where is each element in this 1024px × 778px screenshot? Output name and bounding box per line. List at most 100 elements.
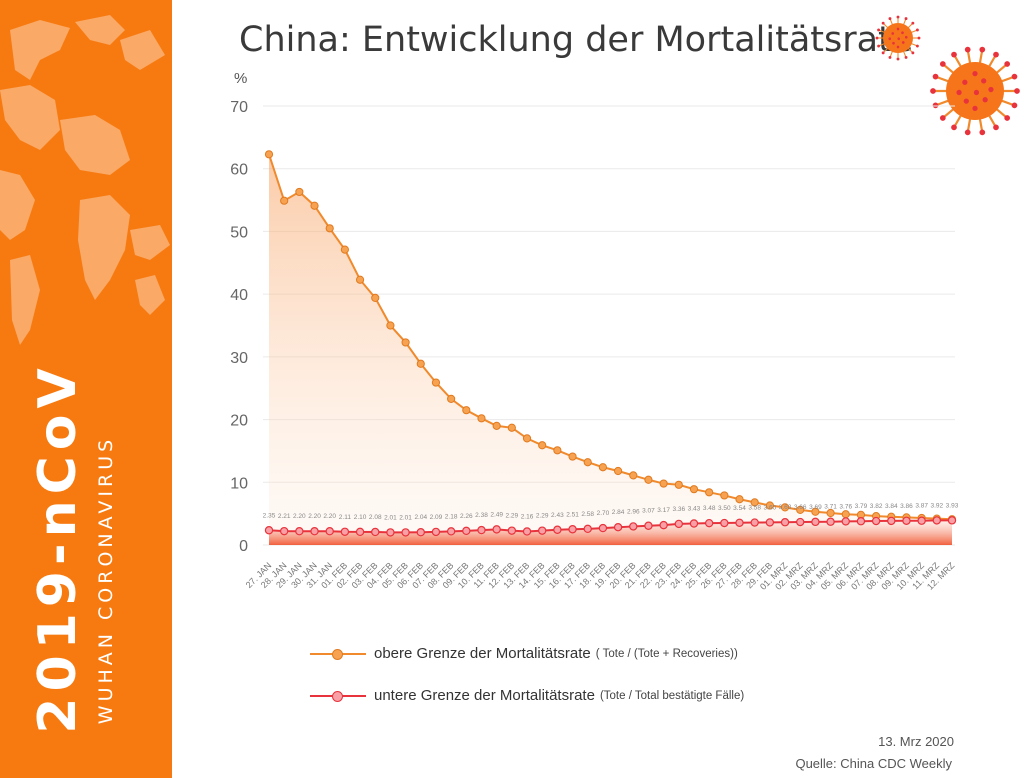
data-label: 2.29 [506,513,519,520]
y-tick-label: 0 [239,538,248,555]
data-label: 2.21 [278,513,291,520]
legend-upper-marker [310,647,366,661]
upper-point [477,414,486,423]
data-label: 2.49 [490,511,503,518]
data-label: 3.43 [688,505,701,512]
upper-point [340,245,349,254]
y-tick-label: 50 [230,224,248,241]
data-label: 2.20 [308,513,321,520]
legend-upper-detail: ( Tote / (Tote + Recoveries)) [595,647,738,660]
lower-point [371,527,380,537]
upper-point [598,463,608,472]
upper-series-line [268,153,953,521]
virus-icon [875,15,921,61]
lower-point [841,517,850,526]
lower-point [613,522,623,532]
page-title: China: Entwicklung der Mortalitätsrate [239,20,914,60]
upper-point [431,378,441,387]
legend-lower: untere Grenze der Mortalitätsrate (Tote … [310,687,744,704]
upper-point [355,275,365,284]
upper-point [295,187,304,197]
lower-point [826,517,835,526]
data-label: 2.10 [354,514,367,521]
world-map-icon [0,15,170,345]
lower-point [568,525,577,534]
lower-point [522,527,532,536]
lower-area [269,520,952,545]
upper-point [750,498,759,507]
data-label: 3.63 [779,504,792,511]
data-label: 2.18 [445,513,458,520]
data-label: 2.70 [597,510,610,517]
data-label: 3.71 [824,504,837,511]
upper-point [401,338,410,347]
data-label: 2.43 [551,512,564,519]
y-tick-label: 20 [230,413,248,430]
lower-point [446,527,456,536]
lower-point [355,527,365,537]
lower-point [720,518,729,528]
data-label: 2.01 [384,514,397,521]
y-tick-label: 70 [230,99,248,116]
data-label: 3.82 [870,503,883,510]
lower-point [932,516,942,525]
lower-point [279,526,289,536]
lower-point [431,527,441,537]
legend-lower-marker [310,689,366,703]
upper-point [264,150,274,159]
upper-point [447,394,456,403]
upper-point [689,485,699,494]
data-label: 3.93 [946,502,959,509]
data-label: 2.29 [536,513,549,520]
upper-point [492,421,501,430]
legend-lower-label: untere Grenze der Mortalitätsrate [374,687,595,704]
upper-point [553,446,562,455]
data-label: 3.50 [718,505,731,512]
upper-point [705,488,714,497]
data-label: 3.79 [855,503,868,510]
y-tick-label: 30 [230,350,248,367]
data-label: 3.76 [839,503,852,510]
upper-point [720,491,729,500]
upper-point [796,505,805,514]
lower-point [704,518,714,528]
data-label: 3.60 [764,504,777,511]
data-label: 2.51 [566,511,579,518]
upper-point [765,501,774,510]
upper-point [538,441,547,450]
data-label: 3.66 [794,504,807,511]
lower-point [765,518,775,527]
data-label: 2.09 [430,514,443,521]
upper-point [325,224,334,233]
data-label: 2.20 [293,513,306,520]
data-label: 2.84 [612,509,625,516]
data-label: 2.11 [339,514,352,521]
lower-point [310,527,319,536]
legend-upper: obere Grenze der Mortalitätsrate ( Tote … [310,645,738,662]
upper-point [826,508,835,518]
data-label: 2.26 [460,513,473,520]
data-label: 2.20 [323,513,336,520]
upper-point [462,406,471,415]
lower-point [538,526,547,535]
data-label: 3.84 [885,503,898,510]
chart-date: 13. Mrz 2020 [878,734,954,749]
lower-point [462,526,471,536]
lower-series-line [268,519,953,534]
data-label: 3.54 [733,505,746,512]
upper-point [659,479,668,488]
upper-point [507,423,516,432]
data-label: 3.17 [657,507,670,514]
data-label: 3.69 [809,504,822,511]
y-axis-label: % [234,70,247,87]
y-tick-label: 40 [230,287,248,304]
data-label: 3.48 [703,505,716,512]
legend-lower-detail: (Tote / Total bestätigte Fälle) [599,689,745,702]
upper-point [674,480,683,489]
lower-point [750,518,759,527]
lower-point [507,526,517,535]
data-label: 2.08 [369,514,382,521]
data-label: 3.58 [748,505,761,512]
y-tick-label: 60 [230,162,248,179]
